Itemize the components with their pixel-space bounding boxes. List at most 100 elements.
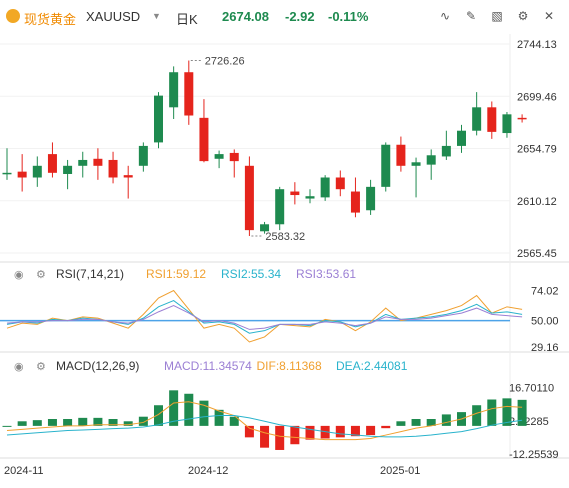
indicator-title: RSI(7,14,21)	[56, 267, 124, 281]
macd-bar	[214, 409, 224, 426]
candle-body	[154, 95, 163, 143]
x-tick-label: 2024-12	[188, 465, 228, 477]
y-tick-label: 29.16	[531, 342, 559, 354]
draw-icon[interactable]: ✎	[465, 9, 477, 23]
macd-bar	[411, 419, 421, 426]
macd-bar	[305, 425, 315, 440]
dif-line	[6, 401, 523, 441]
candle-body	[138, 145, 148, 166]
macd-bar	[63, 419, 73, 426]
eye-icon: ◉	[14, 268, 24, 281]
legend-item: RSI2:55.34	[221, 267, 281, 281]
macd-bar	[350, 425, 360, 437]
macd-bar	[472, 405, 482, 426]
y-tick-label: 2610.12	[517, 196, 557, 208]
legend-item: RSI3:53.61	[296, 267, 356, 281]
timeframe-button[interactable]: 日K	[176, 12, 198, 27]
chevron-down-icon[interactable]: ▼	[152, 11, 161, 21]
legend-item: MACD:11.34574	[164, 359, 252, 373]
y-tick-label: -12.25539	[509, 449, 559, 461]
line-chart-icon[interactable]: ∿	[439, 9, 451, 23]
candle-body	[108, 159, 118, 178]
settings-icon: ⚙	[36, 268, 46, 281]
draw-tools-icon[interactable]: ▧	[491, 9, 503, 23]
candle-body	[260, 224, 270, 232]
candle-body	[290, 191, 300, 196]
candle-body	[350, 191, 360, 213]
macd-bar	[108, 419, 118, 426]
candle-body	[487, 107, 497, 132]
price-change: -2.92	[285, 9, 315, 24]
candle-body	[426, 155, 436, 165]
candle-body	[366, 186, 376, 211]
candle-body	[63, 165, 73, 174]
candle-body	[17, 171, 27, 178]
candle-body	[441, 145, 451, 157]
x-tick-label: 2025-01	[380, 465, 420, 477]
indicator-title: MACD(12,26,9)	[56, 359, 139, 373]
candle-body	[229, 152, 239, 162]
macd-bar	[2, 425, 12, 427]
y-tick-label: 2699.46	[517, 91, 557, 103]
candle-body	[32, 165, 42, 178]
macd-bar	[366, 425, 376, 436]
macd-bar	[78, 417, 88, 426]
symbol-name[interactable]: 现货黄金	[24, 12, 77, 27]
candle-body	[184, 72, 194, 116]
settings-icon[interactable]: ⚙	[517, 9, 529, 23]
macd-bar	[275, 425, 285, 450]
x-tick-label: 2024-11	[4, 465, 44, 477]
legend-item: DIF:8.11368	[257, 359, 322, 373]
macd-bar	[381, 425, 391, 429]
macd-bar	[290, 425, 300, 445]
y-tick-label: 2654.79	[517, 144, 557, 156]
macd-bar	[123, 421, 133, 426]
macd-bar	[17, 421, 27, 426]
rsi-line-3	[6, 305, 523, 330]
candle-body	[123, 175, 133, 178]
macd-bar	[502, 398, 512, 426]
candle-body	[305, 196, 315, 199]
macd-bar	[138, 416, 148, 426]
macd-bar	[244, 425, 254, 438]
high-label: 2726.26	[205, 56, 245, 68]
y-tick-label: 2565.45	[517, 248, 557, 260]
candle-body	[93, 158, 103, 166]
candle-body	[517, 117, 527, 120]
close-icon[interactable]: ✕	[543, 9, 555, 23]
y-tick-label: 2744.13	[517, 39, 557, 51]
settings-icon: ⚙	[36, 360, 46, 373]
last-price: 2674.08	[222, 9, 269, 24]
macd-bar	[487, 399, 497, 426]
legend-item: RSI1:59.12	[146, 267, 206, 281]
candle-body	[381, 144, 391, 187]
candle-body	[2, 172, 12, 175]
low-label: 2583.32	[265, 231, 305, 243]
gold-logo-icon	[6, 9, 20, 23]
macd-bar	[441, 414, 451, 426]
candle-body	[214, 154, 224, 159]
candle-body	[335, 177, 345, 190]
candle-body	[244, 165, 254, 231]
macd-bar	[32, 420, 42, 426]
macd-bar	[335, 425, 345, 438]
macd-bar	[229, 416, 239, 426]
candle-body	[472, 107, 482, 131]
macd-bar	[199, 400, 209, 426]
macd-bar	[260, 425, 270, 448]
macd-bar	[169, 390, 179, 426]
macd-bar	[396, 421, 406, 426]
chart-header: 现货黄金 XAUUSD ▼ 日K 2674.08 -2.92 -0.11% ∿ …	[0, 0, 569, 34]
candle-body	[275, 189, 285, 225]
candle-body	[411, 162, 421, 166]
rsi-line-1	[6, 289, 523, 343]
legend-item: DEA:2.44081	[336, 359, 408, 373]
symbol-code[interactable]: XAUUSD	[86, 9, 141, 24]
dea-line	[6, 415, 523, 438]
macd-bar	[154, 405, 163, 426]
candle-body	[502, 114, 512, 134]
price-change-pct: -0.11%	[328, 9, 369, 24]
macd-bar	[93, 417, 103, 426]
y-tick-label: 74.02	[531, 286, 559, 298]
